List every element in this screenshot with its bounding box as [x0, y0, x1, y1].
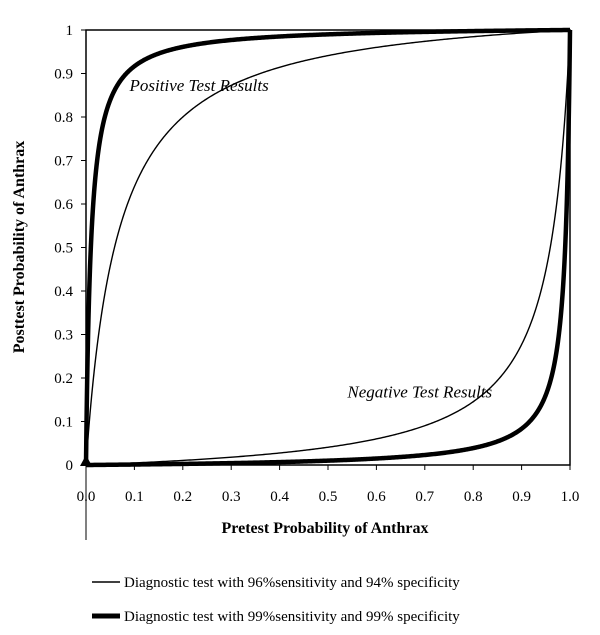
y-tick-label: 0.6 — [54, 197, 73, 213]
series-line-thick-negative — [85, 27, 573, 468]
negative-results-label: Negative Test Results — [346, 383, 492, 402]
legend-item-thin: Diagnostic test with 96%sensitivity and … — [92, 575, 460, 591]
series-line-thick-positive — [83, 27, 571, 468]
legend: Diagnostic test with 96%sensitivity and … — [92, 575, 460, 625]
y-tick-label: 0.7 — [54, 154, 73, 170]
origin-triangle-marker — [80, 455, 92, 466]
legend-label-thick: Diagnostic test with 99%sensitivity and … — [124, 609, 460, 625]
series-line-thin-positive — [85, 29, 571, 466]
y-tick-label: 0.9 — [54, 67, 73, 83]
series-line-thin-negative — [85, 29, 571, 466]
y-tick-label: 0 — [66, 458, 74, 474]
x-tick-label: 0.4 — [270, 489, 289, 505]
y-tick-label: 0.8 — [54, 110, 73, 126]
x-tick-label: 0.2 — [173, 489, 192, 505]
x-tick-label: 0.0 — [77, 489, 96, 505]
annotation-layer: Positive Test Results Negative Test Resul… — [129, 76, 493, 402]
x-tick-label: 0.5 — [319, 489, 338, 505]
y-tick-label: 1 — [66, 23, 74, 39]
plot-frame — [85, 29, 571, 466]
y-tick-label: 0.1 — [54, 415, 73, 431]
x-axis-ticks: 0.0 0.1 0.2 0.3 0.4 0.5 0.6 0.7 0.8 0.9 1.0 — [77, 465, 580, 505]
x-tick-label: 0.1 — [125, 489, 144, 505]
x-tick-label: 0.6 — [367, 489, 386, 505]
y-axis-title: Posttest Probability of Anthrax — [11, 141, 28, 354]
y-tick-label: 0.5 — [54, 241, 73, 257]
y-tick-label: 0.3 — [54, 328, 73, 344]
x-tick-label: 0.8 — [464, 489, 483, 505]
y-tick-label: 0.2 — [54, 371, 73, 387]
legend-item-thick: Diagnostic test with 99%sensitivity and … — [92, 609, 460, 625]
x-tick-label: 0.3 — [222, 489, 241, 505]
x-tick-label: 1.0 — [561, 489, 580, 505]
y-tick-label: 0.4 — [54, 284, 73, 300]
positive-results-label: Positive Test Results — [129, 76, 270, 95]
x-tick-label: 0.9 — [512, 489, 531, 505]
series-layer — [80, 27, 573, 468]
x-tick-label: 0.7 — [415, 489, 434, 505]
y-axis-ticks: 0 0.1 0.2 0.3 0.4 0.5 0.6 0.7 0.8 0.9 1 — [54, 23, 86, 474]
legend-label-thin: Diagnostic test with 96%sensitivity and … — [124, 575, 460, 591]
x-axis-title: Pretest Probability of Anthrax — [222, 520, 429, 537]
